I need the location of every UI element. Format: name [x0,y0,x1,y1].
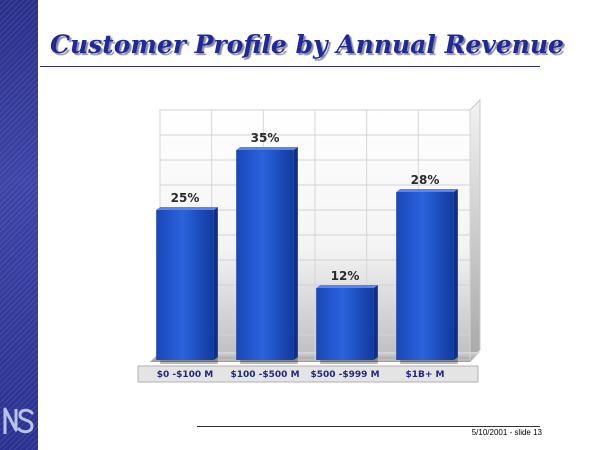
slide-footer: 5/10/2001 - slide 13 [471,428,542,437]
category-tick-label: $100 -$500 M [230,370,299,380]
ns-logo-icon [3,407,34,434]
bar-side [453,189,458,360]
bar [316,288,374,360]
bar-data-label: 35% [251,131,280,145]
title-underline [40,66,540,67]
category-axis-strip [137,365,479,383]
revenue-bar-chart: 25% 35% 12% 28% $0 -$100 M $100 -$500 M $500 … [137,98,481,383]
footer-rule [197,426,540,427]
bar-top [156,207,218,210]
bar-top [396,189,458,192]
bar-data-label: 12% [331,269,360,283]
left-decorative-band [0,0,38,450]
bar-side [373,285,378,360]
bar-side [293,147,298,360]
bar-data-label: 25% [171,191,200,205]
bar-data-label: 28% [411,173,440,187]
bar-top [316,285,378,288]
category-tick-label: $1B+ M [405,370,444,380]
bar-top [236,147,298,150]
bar [396,192,454,360]
bar [156,210,214,360]
category-tick-label: $0 -$100 M [157,370,214,380]
category-tick-label: $500 -$999 M [310,370,379,380]
slide-title: Customer Profile by Annual Revenue [50,30,564,59]
bar-side [213,207,218,360]
chart-side-wall [469,98,481,362]
bar [236,150,294,360]
